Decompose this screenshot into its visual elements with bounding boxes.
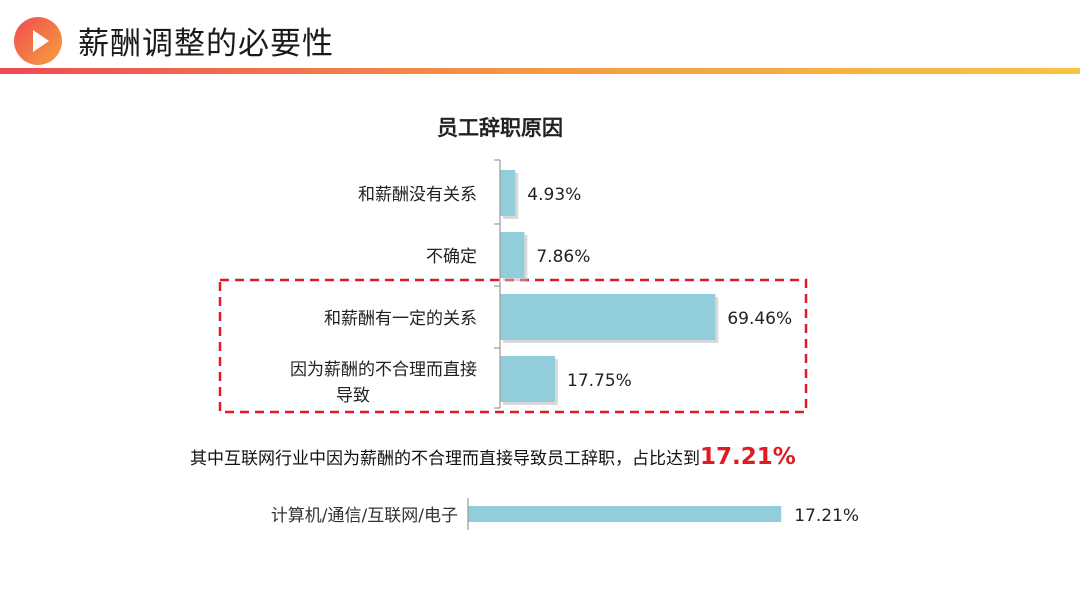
header-divider <box>0 68 1080 74</box>
category-label: 导致 <box>336 386 370 406</box>
chart-title: 员工辞职原因 <box>437 115 563 140</box>
bar <box>500 232 525 278</box>
category-label: 不确定 <box>426 247 477 267</box>
data-label: 69.46% <box>727 309 792 329</box>
category-label: 和薪酬没有关系 <box>358 185 477 205</box>
caption-text: 其中互联网行业中因为薪酬的不合理而直接导致员工辞职，占比达到 <box>190 449 700 469</box>
bar <box>468 506 782 522</box>
header: 薪酬调整的必要性 <box>0 0 1080 82</box>
category-label: 因为薪酬的不合理而直接 <box>290 360 477 380</box>
category-label: 计算机/通信/互联网/电子 <box>271 506 458 526</box>
bar <box>500 294 716 340</box>
data-label: 17.75% <box>567 371 632 391</box>
category-label: 和薪酬有一定的关系 <box>324 309 477 329</box>
caption-highlight: 17.21% <box>700 444 796 470</box>
data-label: 17.21% <box>794 506 859 526</box>
bar <box>500 356 556 402</box>
data-label: 7.86% <box>536 247 590 267</box>
caption: 其中互联网行业中因为薪酬的不合理而直接导致员工辞职，占比达到17.21% <box>190 444 796 470</box>
play-icon <box>14 17 62 65</box>
page-title: 薪酬调整的必要性 <box>78 26 334 62</box>
data-label: 4.93% <box>527 185 581 205</box>
bar <box>500 170 516 216</box>
